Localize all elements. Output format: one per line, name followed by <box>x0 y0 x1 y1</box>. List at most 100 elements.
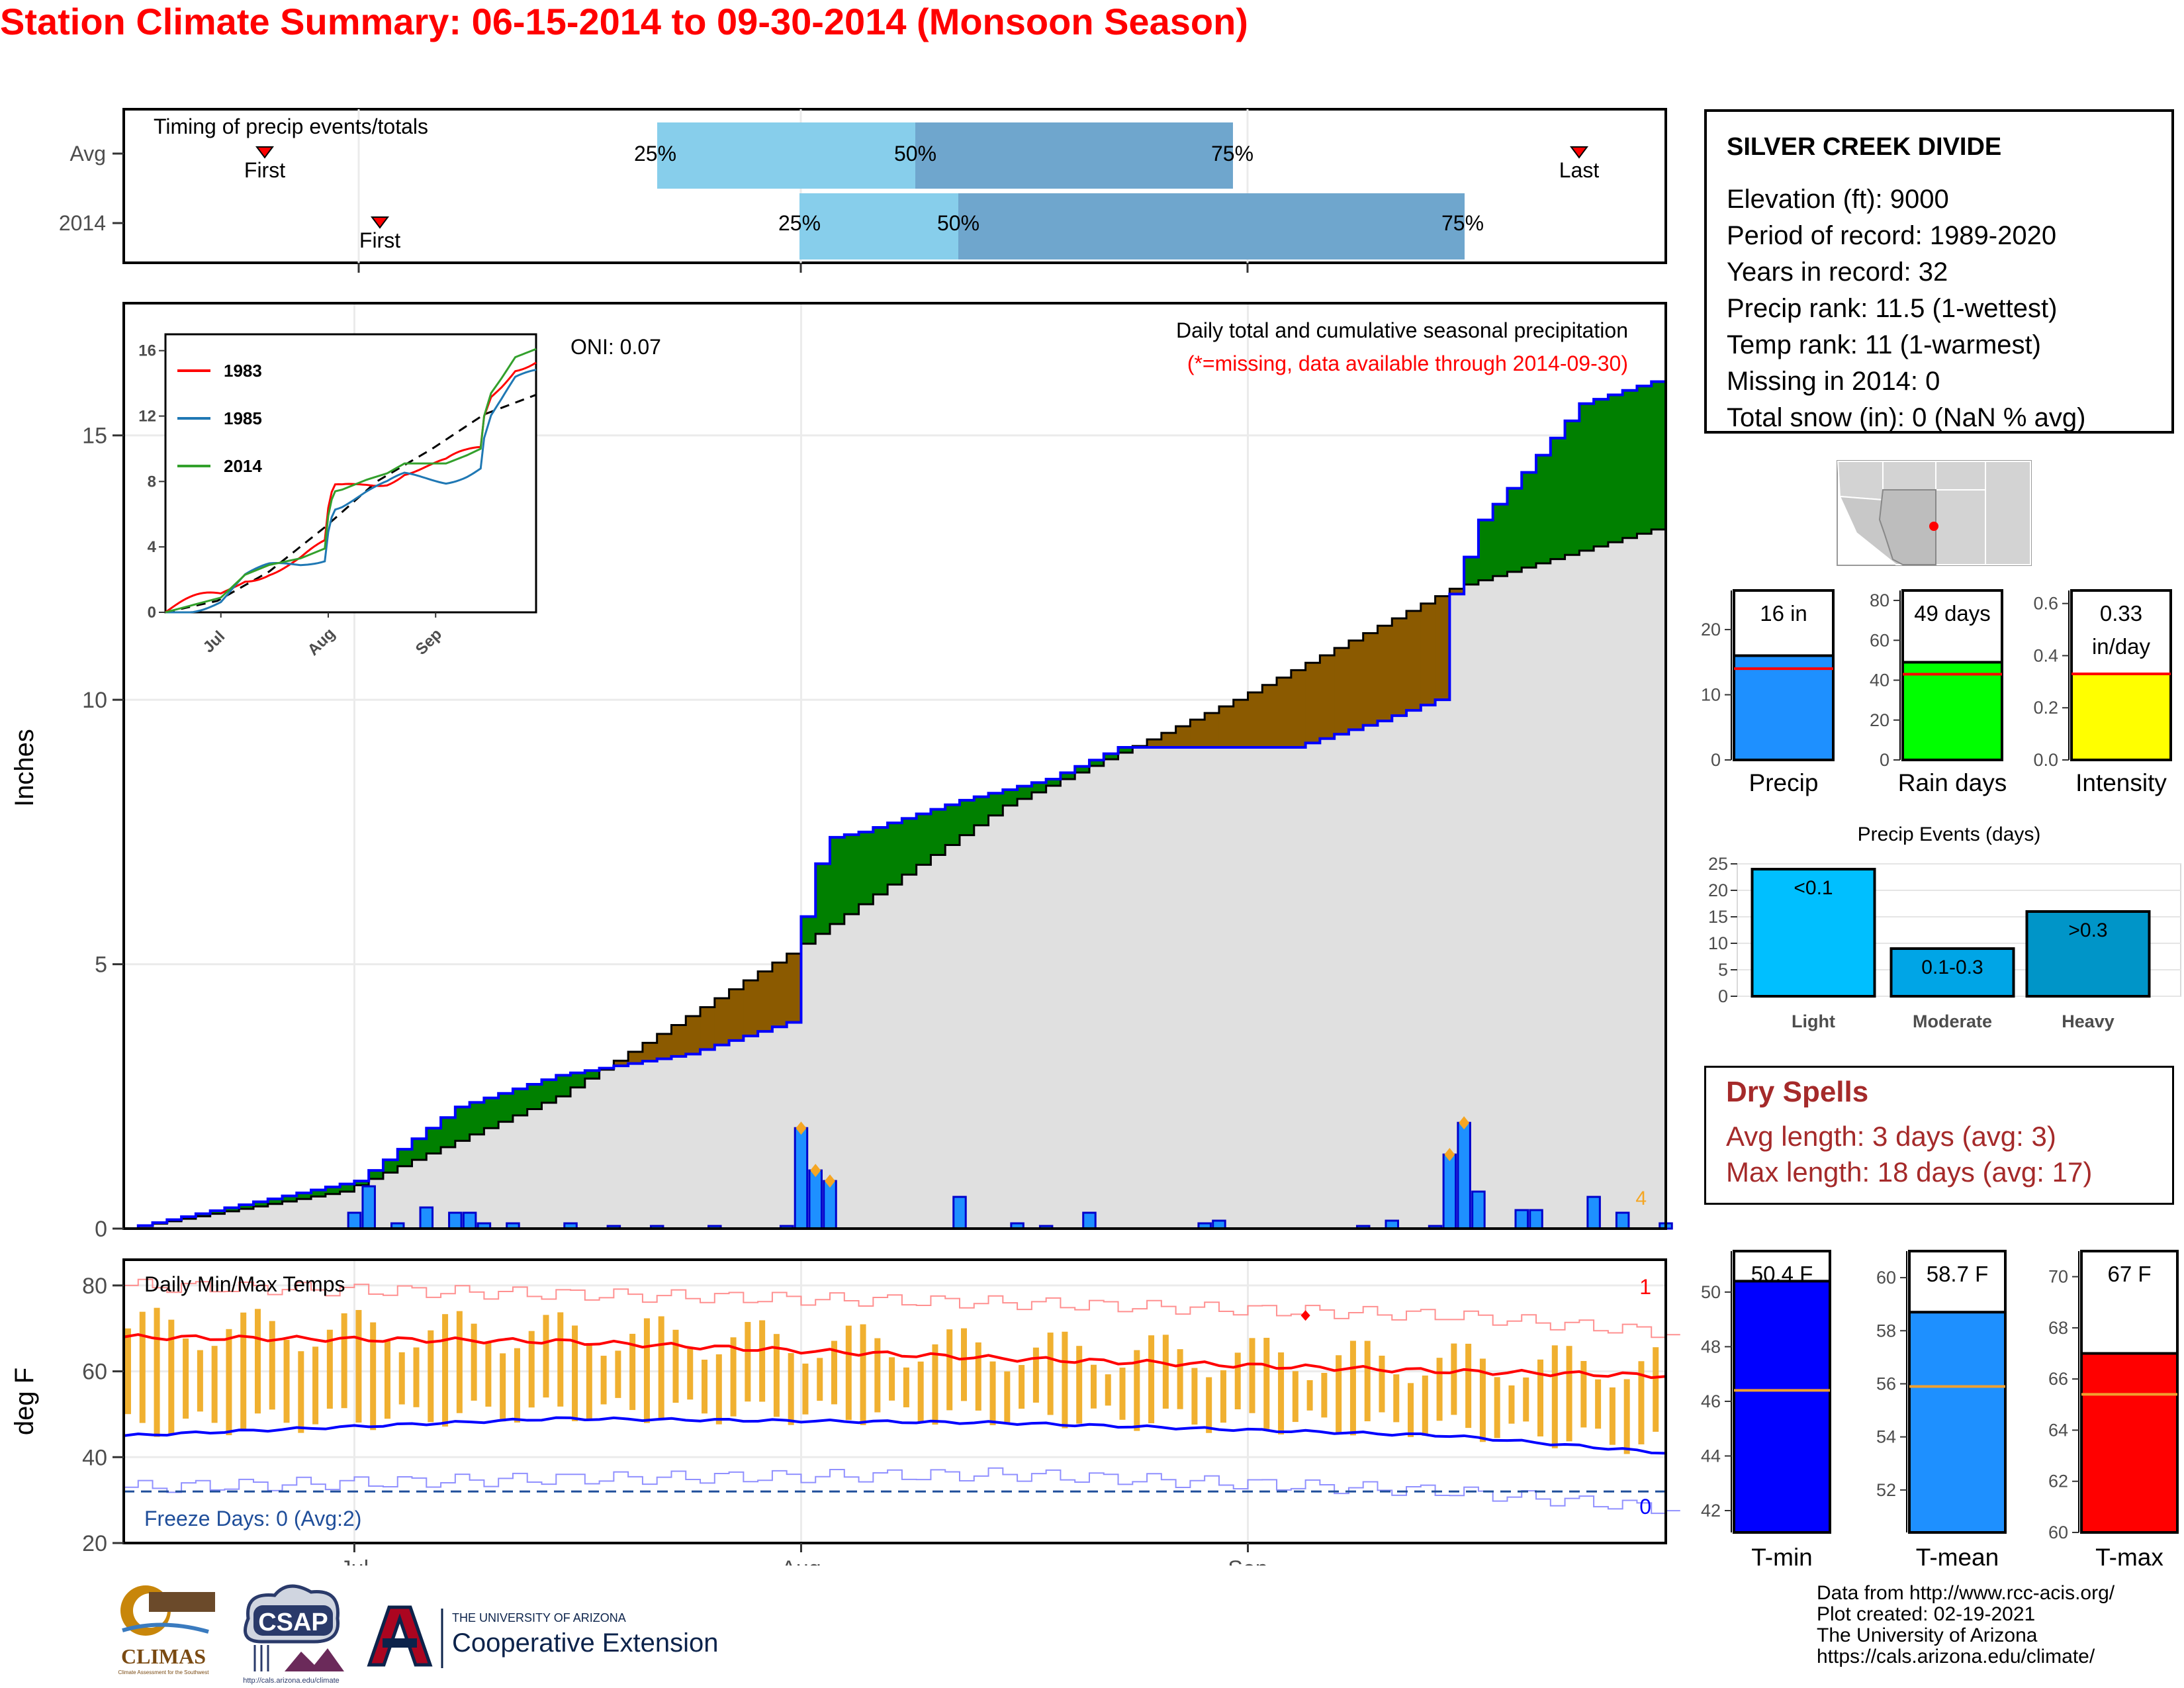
below-normal-band <box>1363 633 1379 726</box>
avg-iqr-high <box>915 122 1233 189</box>
below-normal-band <box>772 962 788 1027</box>
daily-temp-bar <box>183 1338 189 1419</box>
corner-count: 4 <box>1635 1188 1647 1209</box>
station-info-box: SILVER CREEK DIVIDE Elevation (ft): 9000… <box>1704 109 2174 434</box>
summary-bar-group: 0 20 40 60 80 49 days Rain days <box>1870 589 2007 796</box>
daily-temp-bar <box>817 1358 823 1401</box>
summary-value-label: 16 in <box>1760 601 1807 626</box>
daily-temp-bar <box>1062 1331 1068 1429</box>
record-low-count: 0 <box>1639 1495 1651 1519</box>
avg-iqr-low <box>657 122 915 189</box>
daily-temp-bar <box>1004 1371 1011 1424</box>
station-period: Period of record: 1989-2020 <box>1727 221 2057 250</box>
daily-temp-bar <box>1119 1368 1126 1420</box>
above-normal-band <box>210 1211 226 1214</box>
daily-temp-bar <box>471 1323 477 1401</box>
summary-ytick-label: 0 <box>1711 750 1721 770</box>
below-normal-band <box>657 1033 672 1059</box>
station-years: Years in record: 32 <box>1727 258 1948 287</box>
below-normal-band <box>671 1025 686 1056</box>
temp-ytick-label: 80 <box>82 1274 107 1299</box>
below-normal-band <box>714 998 730 1045</box>
daily-temp-bar <box>428 1330 434 1423</box>
dry-spells-avg: Avg length: 3 days (avg: 3) <box>1726 1121 2056 1152</box>
daily-temp-bar <box>932 1344 938 1425</box>
above-normal-band <box>253 1201 269 1207</box>
daily-temp-bar <box>788 1353 794 1425</box>
summary-ytick-label: 80 <box>1870 590 1889 610</box>
precip-ylabel: Inches <box>10 729 39 807</box>
intensity-marker <box>810 1164 821 1178</box>
temp-summary-bars: 42 44 46 48 50 50.4 F T-min 52 54 56 58 60 58.7 F T-m… <box>1684 1231 2184 1575</box>
daily-precip-bar <box>347 1211 362 1230</box>
summary-bar <box>2080 1352 2179 1534</box>
daily-precip-bar <box>1457 1121 1471 1230</box>
xaxis-tick-label: Jul <box>340 1556 369 1566</box>
daily-precip-bar <box>448 1211 463 1230</box>
daily-temp-bar <box>240 1312 247 1430</box>
above-normal-band <box>224 1207 240 1211</box>
daily-temp-bar <box>889 1357 895 1401</box>
daily-temp-bar <box>1451 1343 1457 1415</box>
row-label-avg: Avg <box>69 142 106 165</box>
below-normal-band <box>1420 603 1436 706</box>
daily-temp-bar <box>485 1342 492 1407</box>
above-normal-band <box>498 1093 514 1122</box>
below-normal-band <box>628 1051 643 1064</box>
above-normal-band <box>296 1193 312 1199</box>
summary-ytick-label: 54 <box>1876 1427 1896 1447</box>
summary-bar-label: T-min <box>1751 1544 1813 1571</box>
daily-precip-bar <box>1586 1196 1601 1230</box>
daily-temp-bar <box>600 1356 607 1405</box>
daily-temp-bar <box>370 1322 377 1430</box>
temp-ytick-label: 60 <box>82 1360 107 1385</box>
above-normal-band <box>282 1196 297 1201</box>
daily-temp-bar <box>543 1315 549 1398</box>
precip-events: Precip Events (days) 0 5 10 15 20 25 <0.1 Light 0… <box>1684 814 2184 1039</box>
daily-temp-bar <box>1566 1346 1572 1442</box>
above-normal-band <box>1075 766 1090 773</box>
summary-ytick-label: 0.6 <box>2033 594 2058 614</box>
daily-temp-bar <box>1551 1345 1558 1448</box>
summary-ytick-label: 0.0 <box>2033 750 2058 770</box>
daily-temp-bar <box>730 1337 737 1417</box>
below-normal-band <box>1320 655 1335 739</box>
normal-fill-area <box>124 529 1666 1229</box>
temp-panel: 20 40 60 80 deg F Daily Min/Max Temps Freez… <box>0 1254 1694 1581</box>
summary-ytick-label: 62 <box>2048 1472 2068 1491</box>
summary-ytick-label: 48 <box>1701 1336 1721 1356</box>
daily-temp-bar <box>500 1353 506 1422</box>
daily-temp-bar <box>572 1325 578 1421</box>
above-normal-band <box>354 1181 369 1186</box>
daily-temp-bar <box>226 1329 232 1436</box>
above-normal-band <box>1536 455 1551 564</box>
summary-ytick-label: 20 <box>1701 620 1721 639</box>
daily-temp-bar <box>1206 1377 1212 1433</box>
above-normal-band <box>916 814 932 865</box>
daily-temp-bar <box>1393 1374 1400 1423</box>
summary-bars: 0 10 20 16 in Precip 0 20 40 60 80 49 days Rain day… <box>1684 583 2184 808</box>
daily-temp-bar <box>759 1320 766 1402</box>
daily-precip-bar <box>808 1169 823 1230</box>
summary-ytick-label: 42 <box>1701 1501 1721 1521</box>
daily-temp-bar <box>1321 1373 1328 1418</box>
inset-line-1985 <box>165 369 537 614</box>
below-normal-band <box>642 1043 658 1062</box>
y2014-pct-50: 50% <box>937 211 979 235</box>
above-normal-band <box>383 1160 398 1173</box>
daily-temp-bar <box>831 1340 838 1405</box>
csap-name: CSAP <box>258 1609 328 1636</box>
summary-bar <box>1733 1280 1831 1534</box>
precip-chart: 0 5 10 15 Inches Daily total and cumulative… <box>10 302 1673 1242</box>
daily-temp-bar <box>715 1354 722 1425</box>
below-normal-band <box>786 953 802 1023</box>
daily-temp-bar <box>197 1350 203 1412</box>
daily-temp-bar <box>1263 1337 1270 1429</box>
daily-precip-bar <box>1442 1153 1457 1230</box>
daily-temp-bar <box>1278 1352 1285 1434</box>
temp-chart: 20 40 60 80 deg F Daily Min/Max Temps Freez… <box>10 1258 1680 1581</box>
below-normal-band <box>1291 670 1306 748</box>
daily-temp-bar <box>1580 1361 1587 1428</box>
above-normal-band <box>1651 381 1666 530</box>
